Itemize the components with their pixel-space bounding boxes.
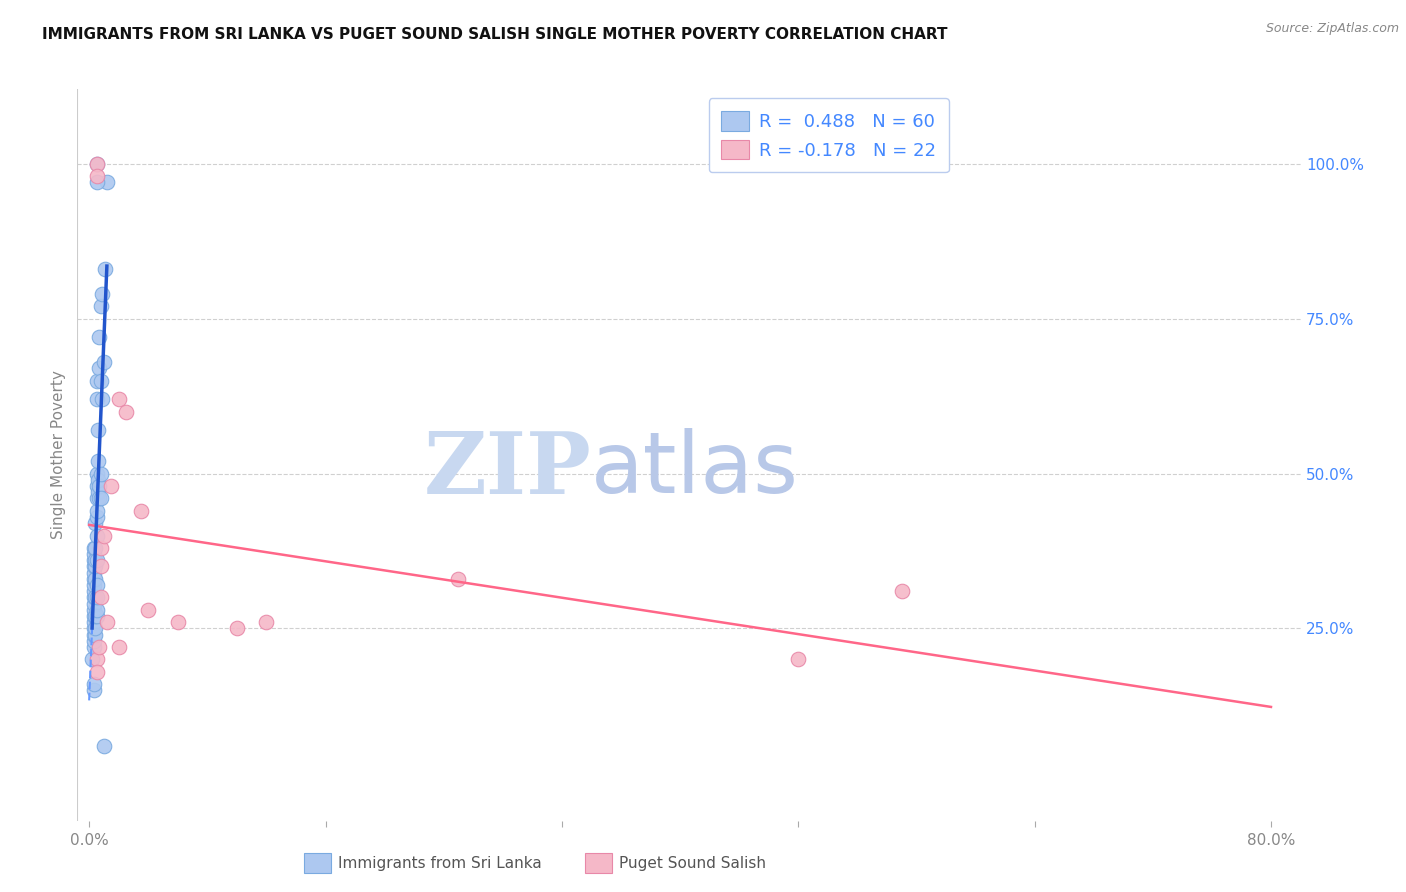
Point	[86, 591, 108, 605]
Point	[90, 491, 112, 506]
Point	[83, 615, 105, 630]
Point	[84, 628, 107, 642]
Point	[93, 739, 115, 754]
Point	[83, 566, 105, 580]
Point	[83, 541, 105, 555]
Point	[84, 559, 107, 574]
Text: IMMIGRANTS FROM SRI LANKA VS PUGET SOUND SALISH SINGLE MOTHER POVERTY CORRELATIO: IMMIGRANTS FROM SRI LANKA VS PUGET SOUND…	[42, 27, 948, 42]
Point	[90, 541, 112, 555]
Point	[84, 572, 107, 586]
Point	[90, 299, 112, 313]
Point	[83, 584, 105, 599]
Point	[86, 528, 108, 542]
Point	[93, 355, 115, 369]
Point	[87, 485, 110, 500]
Point	[87, 423, 110, 437]
Point	[83, 553, 105, 567]
Text: Puget Sound Salish: Puget Sound Salish	[619, 855, 766, 871]
Point	[89, 491, 111, 506]
Point	[225, 622, 247, 636]
FancyBboxPatch shape	[585, 853, 612, 873]
Text: Immigrants from Sri Lanka: Immigrants from Sri Lanka	[337, 855, 541, 871]
Point	[90, 591, 112, 605]
Point	[83, 591, 105, 605]
Point	[83, 559, 105, 574]
Point	[129, 504, 152, 518]
Point	[107, 392, 129, 406]
Point	[100, 479, 122, 493]
Point	[166, 615, 188, 630]
Point	[86, 374, 108, 388]
Text: ZIP: ZIP	[423, 427, 591, 511]
Point	[86, 479, 108, 493]
Text: Source: ZipAtlas.com: Source: ZipAtlas.com	[1265, 22, 1399, 36]
Point	[86, 578, 108, 592]
Point	[86, 491, 108, 506]
Point	[96, 615, 118, 630]
Point	[86, 169, 108, 183]
Point	[86, 652, 108, 666]
Point	[90, 559, 112, 574]
Point	[84, 622, 107, 636]
Point	[890, 584, 912, 599]
Point	[83, 628, 105, 642]
Point	[94, 262, 117, 277]
Point	[83, 622, 105, 636]
Legend: R =  0.488   N = 60, R = -0.178   N = 22: R = 0.488 N = 60, R = -0.178 N = 22	[709, 98, 949, 172]
Point	[83, 683, 105, 698]
Point	[83, 578, 105, 592]
Point	[86, 392, 108, 406]
Point	[86, 553, 108, 567]
Point	[86, 156, 108, 170]
Point	[96, 175, 118, 189]
Point	[136, 603, 159, 617]
Point	[89, 330, 111, 344]
Point	[87, 473, 110, 487]
Point	[90, 467, 112, 481]
Y-axis label: Single Mother Poverty: Single Mother Poverty	[51, 370, 66, 540]
Point	[787, 652, 810, 666]
Point	[83, 640, 105, 654]
Point	[83, 633, 105, 648]
Point	[89, 479, 111, 493]
Point	[83, 597, 105, 611]
Point	[86, 175, 108, 189]
Point	[107, 640, 129, 654]
Point	[83, 609, 105, 624]
Point	[115, 404, 138, 418]
Point	[90, 374, 112, 388]
Point	[84, 553, 107, 567]
Point	[86, 609, 108, 624]
Point	[84, 609, 107, 624]
Point	[87, 454, 110, 468]
FancyBboxPatch shape	[304, 853, 330, 873]
Point	[254, 615, 277, 630]
Point	[86, 665, 108, 679]
Point	[86, 603, 108, 617]
Point	[82, 652, 104, 666]
Point	[86, 504, 108, 518]
Point	[83, 603, 105, 617]
Point	[83, 572, 105, 586]
Point	[86, 467, 108, 481]
Point	[84, 541, 107, 555]
Point	[93, 528, 115, 542]
Point	[89, 640, 111, 654]
Point	[89, 361, 111, 376]
Point	[83, 677, 105, 691]
Point	[83, 547, 105, 561]
Point	[447, 572, 470, 586]
Point	[84, 591, 107, 605]
Point	[86, 509, 108, 524]
Point	[91, 392, 114, 406]
Point	[86, 156, 108, 170]
Point	[91, 286, 114, 301]
Text: atlas: atlas	[591, 428, 799, 511]
Point	[84, 516, 107, 530]
